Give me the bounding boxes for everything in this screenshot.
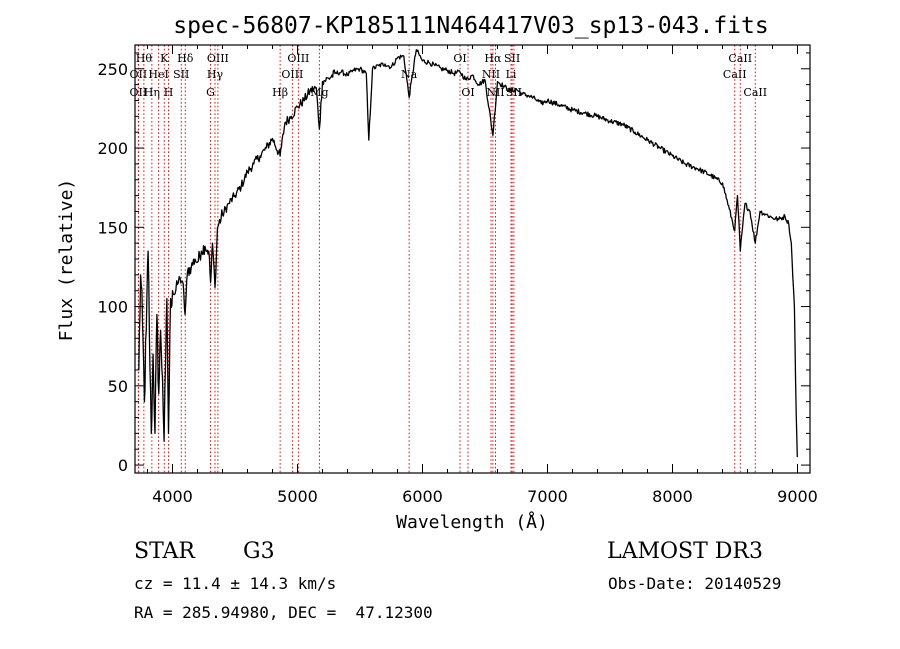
x-tick-label: 5000 <box>277 487 318 506</box>
spectrum-series-line <box>138 49 798 458</box>
redshift-cz: cz = 11.4 ± 14.3 km/s <box>134 574 337 593</box>
x-axis-label: Wavelength (Å) <box>396 511 548 533</box>
y-tick-label: 200 <box>97 139 128 158</box>
object-subclass: G3 <box>243 539 275 564</box>
line-label-sii: SII <box>504 52 520 65</box>
line-label-caii: CaII <box>723 68 747 81</box>
line-label-oiii: OIII <box>287 52 309 65</box>
survey-name: LAMOST DR3 <box>607 539 763 564</box>
line-label-na: Na <box>401 68 418 81</box>
line-label-mg: Mg <box>310 86 328 99</box>
observation-date: Obs-Date: 20140529 <box>608 574 782 593</box>
line-label-hδ: Hδ <box>177 52 194 65</box>
line-label-oii: OII <box>130 86 148 99</box>
y-tick-label: 250 <box>97 60 128 79</box>
x-tick-label: 8000 <box>652 487 693 506</box>
line-label-hβ: Hβ <box>272 86 288 99</box>
line-label-oii: OII <box>130 68 148 81</box>
line-label-li: Li <box>506 68 517 81</box>
line-label-h: H <box>164 86 174 99</box>
x-tick-label: 4000 <box>152 487 193 506</box>
y-axis-label: Flux (relative) <box>56 179 77 342</box>
object-class: STAR <box>134 539 195 564</box>
line-label-hη: Hη <box>144 86 160 99</box>
line-label-hγ: Hγ <box>207 68 224 81</box>
line-label-hα: Hα <box>484 52 502 65</box>
y-axis-ticks: 0 50 100 150 200 250 <box>97 52 810 475</box>
y-tick-label: 0 <box>118 456 128 475</box>
line-label-oiii: OIII <box>281 68 303 81</box>
chart-title: spec-56807-KP185111N464417V03_sp13-043.f… <box>173 13 768 39</box>
line-label-g: G <box>206 86 215 99</box>
line-label-nii: NII <box>486 86 504 99</box>
y-tick-label: 100 <box>97 298 128 317</box>
line-label-k: K <box>160 52 169 65</box>
y-tick-label: 50 <box>108 377 128 396</box>
line-label-sii: SII <box>173 68 189 81</box>
x-tick-label: 6000 <box>402 487 443 506</box>
line-label-oiii: OIII <box>207 52 229 65</box>
plot-frame <box>134 44 811 474</box>
ra-dec: RA = 285.94980, DEC = 47.12300 <box>134 603 433 622</box>
line-label-oi: OI <box>461 86 474 99</box>
line-label-oi: OI <box>453 52 466 65</box>
line-label-caii: CaII <box>743 86 767 99</box>
line-label-caii: CaII <box>728 52 752 65</box>
spectral-line-markers <box>137 45 756 473</box>
line-label-hei: HeI <box>148 68 168 81</box>
x-tick-label: 7000 <box>527 487 568 506</box>
y-tick-label: 150 <box>97 218 128 237</box>
spectral-line-labels: HθOIIOIIHηHeIKHSIIHδGHγOIIIHβOIIIOIIIMgN… <box>130 52 768 99</box>
line-label-nii: NII <box>482 68 500 81</box>
x-axis-ticks: 4000 5000 6000 7000 8000 9000 <box>147 45 818 506</box>
line-label-hθ: Hθ <box>136 52 153 65</box>
x-tick-label: 9000 <box>777 487 818 506</box>
